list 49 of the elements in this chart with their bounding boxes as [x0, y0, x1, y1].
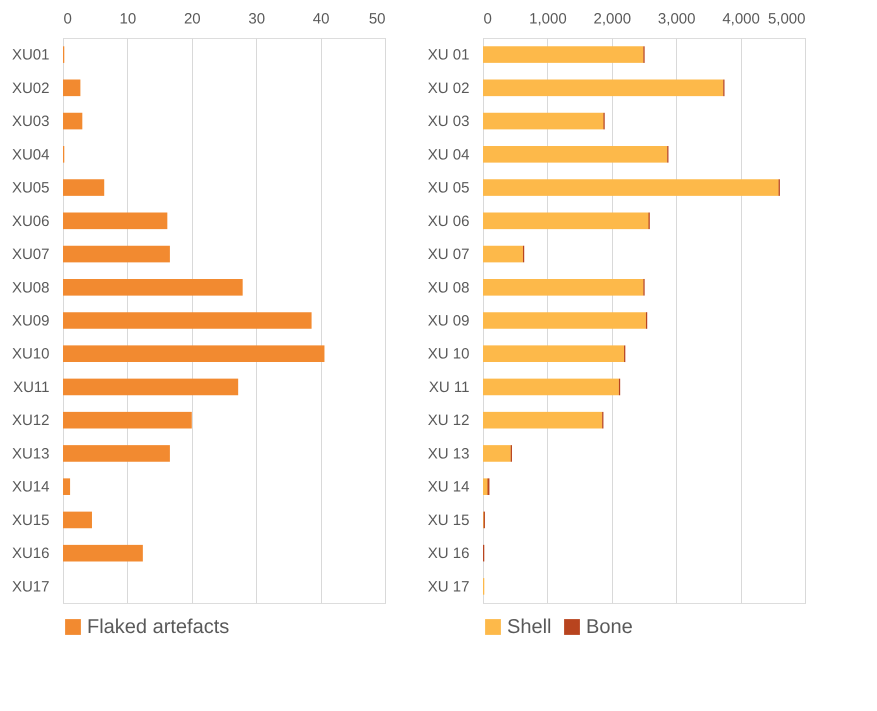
y-tick-label: XU15	[12, 512, 50, 529]
x-tick-label: 1,000	[529, 10, 567, 28]
y-tick-label: XU 17	[428, 578, 470, 596]
y-tick-label: XU 15	[428, 512, 470, 529]
y-tick-label: XU 10	[428, 346, 470, 363]
y-tick-label: XU02	[12, 80, 50, 97]
y-tick-label: XU 13	[428, 445, 470, 462]
y-tick-label: XU04	[12, 146, 50, 164]
y-tick-label: XU06	[12, 212, 50, 230]
y-tick-label: XU 11	[428, 378, 470, 396]
y-tick-label: XU08	[12, 279, 50, 296]
x-tick-label: 50	[368, 10, 386, 28]
y-tick-label: XU01	[12, 46, 50, 64]
y-tick-label: XU 14	[428, 478, 470, 496]
y-tick-label: XU03	[12, 113, 50, 130]
y-tick-label: XU 07	[428, 246, 470, 264]
y-tick-label: XU 06	[428, 212, 470, 230]
x-tick-label: 40	[312, 10, 330, 28]
x-tick-label: 10	[120, 10, 136, 28]
y-tick-label: XU16	[12, 545, 50, 562]
y-tick-label: XU 01	[428, 46, 470, 64]
x-tick-label: 5,000	[768, 10, 806, 28]
y-tick-label: XU09	[12, 312, 50, 330]
y-tick-label: XU05	[12, 180, 50, 197]
y-tick-label: XU17	[12, 578, 50, 596]
y-tick-label: XU 09	[428, 312, 470, 330]
y-tick-label: XU 12	[428, 412, 470, 430]
y-tick-label: XU 03	[428, 113, 470, 130]
legend-label: Flaked artefacts	[87, 616, 230, 638]
x-tick-label: 20	[184, 10, 201, 28]
y-tick-label: XU11	[13, 378, 50, 396]
x-tick-label: 30	[248, 10, 266, 28]
y-tick-label: XU07	[12, 246, 50, 264]
x-tick-label: 0	[64, 10, 72, 28]
x-tick-label: 0	[484, 10, 492, 28]
y-tick-label: XU 04	[428, 146, 470, 164]
y-tick-label: XU 08	[428, 279, 470, 296]
y-tick-label: XU 02	[428, 80, 470, 97]
x-tick-label: 3,000	[658, 10, 696, 28]
legend-label: Shell	[507, 616, 552, 638]
y-tick-label: XU14	[12, 478, 50, 496]
y-tick-label: XU13	[12, 445, 50, 462]
y-tick-label: XU12	[12, 412, 50, 430]
y-tick-label: XU 16	[428, 545, 470, 562]
legend-label: Bone	[586, 616, 633, 638]
y-tick-label: XU 05	[428, 180, 470, 197]
y-tick-label: XU10	[12, 346, 50, 363]
x-tick-label: 4,000	[722, 10, 760, 28]
x-tick-label: 2,000	[594, 10, 632, 28]
